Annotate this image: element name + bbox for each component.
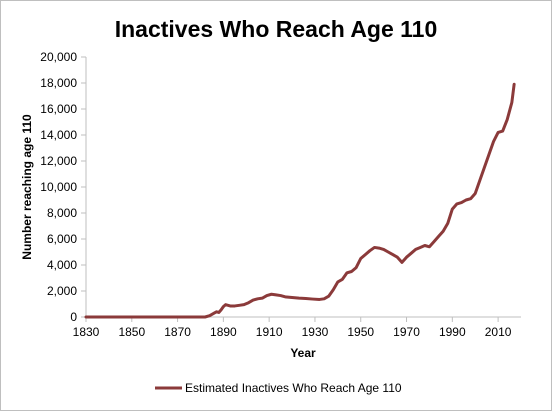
x-tick-label: 1850	[118, 325, 145, 339]
x-axis-ticks: 1830 1850 1870 1890 1910 1930 1950 1970 1990 2010	[73, 317, 512, 339]
x-tick-label: 1910	[256, 325, 283, 339]
x-tick-label: 1830	[73, 325, 100, 339]
y-tick-label: 12,000	[40, 154, 77, 168]
y-tick-label: 8,000	[47, 206, 77, 220]
y-tick-label: 14,000	[40, 128, 77, 142]
y-axis-ticks: 0 2,000 4,000 6,000 8,000 10,000 12,000 14,000 1…	[40, 50, 86, 324]
x-tick-label: 1970	[393, 325, 420, 339]
x-tick-label: 1990	[439, 325, 466, 339]
y-tick-label: 4,000	[47, 258, 77, 272]
y-axis-title: Number reaching age 110	[20, 114, 34, 260]
x-tick-label: 1950	[347, 325, 374, 339]
y-tick-label: 18,000	[40, 76, 77, 90]
series-line	[84, 82, 516, 319]
y-tick-label: 2,000	[47, 284, 77, 298]
series-layer	[84, 82, 516, 319]
y-tick-label: 0	[70, 310, 77, 324]
x-tick-label: 1890	[210, 325, 237, 339]
x-tick-label: 1870	[164, 325, 191, 339]
y-tick-label: 6,000	[47, 232, 77, 246]
plot-area: 0 2,000 4,000 6,000 8,000 10,000 12,000 14,000 1…	[40, 50, 521, 339]
y-tick-label: 16,000	[40, 102, 77, 116]
y-tick-label: 10,000	[40, 180, 77, 194]
legend-label: Estimated Inactives Who Reach Age 110	[185, 381, 402, 395]
chart-title: Inactives Who Reach Age 110	[115, 16, 438, 42]
y-tick-label: 20,000	[40, 50, 77, 64]
x-tick-label: 2010	[485, 325, 512, 339]
x-axis-title: Year	[290, 346, 316, 360]
legend: Estimated Inactives Who Reach Age 110	[155, 381, 402, 395]
x-tick-label: 1930	[302, 325, 329, 339]
